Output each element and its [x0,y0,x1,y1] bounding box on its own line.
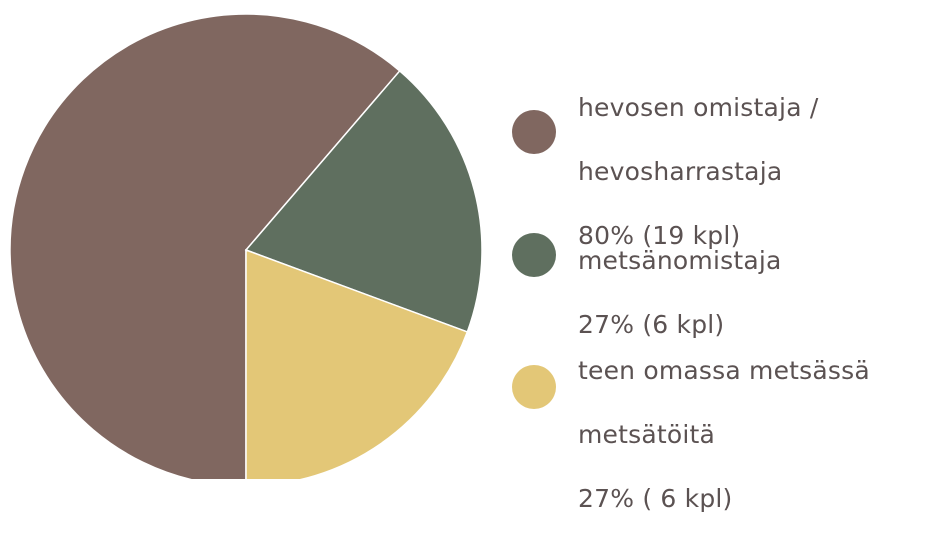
pie-chart: hevosen omistaja / hevosharrastaja 80% (… [9,13,938,513]
legend-line: 27% ( 6 kpl) [578,484,733,513]
pie-slice-metsanomistaja [244,69,483,333]
legend-line: 27% (6 kpl) [578,310,725,339]
legend-line: hevosen omistaja / [578,93,819,122]
legend-swatch-metsatyot [512,365,556,409]
legend-label-metsatyot: teen omassa metsässä metsätöitä 27% ( 6 … [578,323,938,547]
legend-swatch-hevonen [512,110,556,154]
legend-line: metsänomistaja [578,246,782,275]
pie-slice-metsatyot [245,248,469,479]
legend-swatch-metsanomistaja [512,233,556,277]
legend-label-hevonen: hevosen omistaja / hevosharrastaja 80% (… [578,60,938,284]
pie-chart-svg [9,13,483,479]
legend-line: teen omassa metsässä [578,356,870,385]
legend-line: hevosharrastaja [578,157,783,186]
legend-label-metsanomistaja: metsänomistaja 27% (6 kpl) [578,213,938,373]
pie-slice-hevonen [9,13,401,479]
legend-line: 80% (19 kpl) [578,221,741,250]
legend-line: metsätöitä [578,420,716,449]
